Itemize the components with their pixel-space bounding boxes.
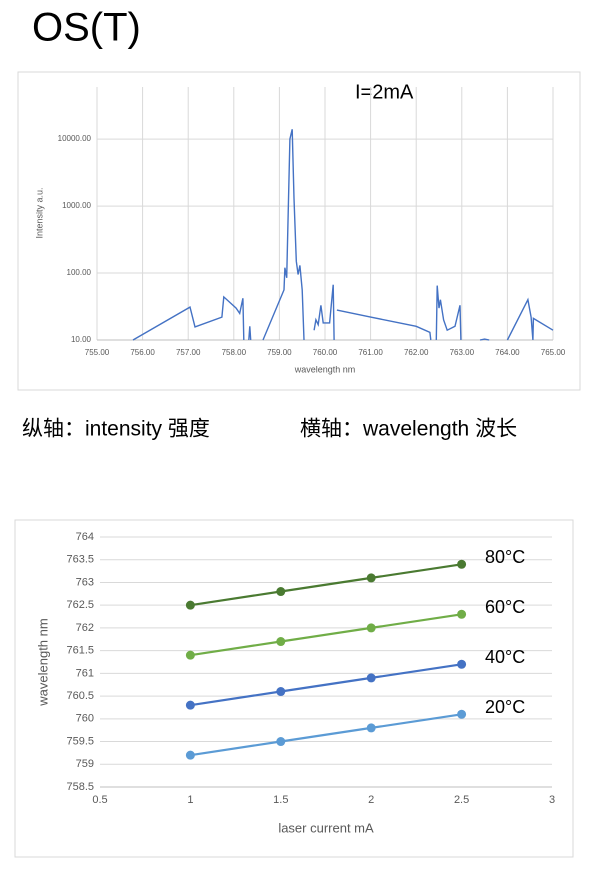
x-tick-label: 763.00 xyxy=(450,348,475,357)
y-tick-label: 763.5 xyxy=(66,554,94,566)
data-point xyxy=(366,623,376,633)
data-point xyxy=(366,573,376,583)
page-title: OS(T) xyxy=(32,6,141,50)
y-tick-label: 758.5 xyxy=(66,781,94,793)
series-label: 40°C xyxy=(485,647,525,667)
data-line xyxy=(190,563,462,607)
y-tick-label: 10000.00 xyxy=(58,134,92,143)
x-tick-label: 759.00 xyxy=(267,348,292,357)
y-tick-label: 762.5 xyxy=(66,599,94,611)
y-tick-label: 1000.00 xyxy=(62,201,91,210)
y-tick-label: 10.00 xyxy=(71,335,92,344)
y-tick-label: 759.5 xyxy=(66,735,94,747)
data-point xyxy=(366,673,376,683)
y-tick-label: 762 xyxy=(76,622,94,634)
data-point xyxy=(276,687,286,697)
data-point xyxy=(185,700,195,710)
chart-frame xyxy=(17,71,581,391)
x-tick-label: 755.00 xyxy=(85,348,110,357)
x-tick-label: 757.00 xyxy=(176,348,201,357)
y-tick-label: 760.5 xyxy=(66,690,94,702)
series-label: 60°C xyxy=(485,597,525,617)
x-tick-label: 2.5 xyxy=(454,794,469,806)
data-line xyxy=(190,713,462,757)
x-tick-label: 761.00 xyxy=(358,348,383,357)
data-point xyxy=(366,723,376,733)
y-tick-label: 761 xyxy=(76,667,94,679)
y-axis-label: wavelength nm xyxy=(35,618,50,706)
note: 横轴：wavelength 波长 xyxy=(300,418,517,441)
x-tick-label: 2 xyxy=(368,794,374,806)
y-tick-label: 760 xyxy=(76,713,94,725)
y-tick-label: 100.00 xyxy=(67,268,92,277)
y-tick-label: 764 xyxy=(76,531,94,543)
y-tick-label: 759 xyxy=(76,758,94,770)
y-tick-label: 763 xyxy=(76,576,94,588)
series-label: 20°C xyxy=(485,697,525,717)
data-point xyxy=(185,600,195,610)
data-point xyxy=(457,609,467,619)
data-line xyxy=(132,129,554,341)
data-point xyxy=(457,659,467,669)
note: 纵轴：intensity 强度 xyxy=(22,418,210,441)
series-label: 80°C xyxy=(485,547,525,567)
x-tick-label: 1 xyxy=(187,794,193,806)
data-point xyxy=(185,650,195,660)
annotation: I=2mA xyxy=(355,81,414,103)
data-point xyxy=(185,750,195,760)
data-point xyxy=(276,637,286,647)
data-line xyxy=(190,663,462,707)
data-line xyxy=(190,613,462,657)
x-tick-label: 1.5 xyxy=(273,794,288,806)
x-tick-label: 3 xyxy=(549,794,555,806)
y-tick-label: 761.5 xyxy=(66,645,94,657)
x-tick-label: 756.00 xyxy=(130,348,155,357)
data-point xyxy=(276,737,286,747)
y-axis-label: Intensity a.u. xyxy=(34,187,44,238)
x-tick-label: 764.00 xyxy=(495,348,520,357)
x-axis-label: laser current mA xyxy=(278,820,374,835)
x-tick-label: 762.00 xyxy=(404,348,429,357)
x-tick-label: 760.00 xyxy=(313,348,338,357)
chart-frame xyxy=(14,519,574,858)
data-point xyxy=(457,559,467,569)
data-point xyxy=(276,587,286,597)
x-axis-label: wavelength nm xyxy=(294,364,356,374)
x-tick-label: 0.5 xyxy=(92,794,107,806)
data-point xyxy=(457,709,467,719)
x-tick-label: 765.00 xyxy=(541,348,566,357)
x-tick-label: 758.00 xyxy=(222,348,247,357)
